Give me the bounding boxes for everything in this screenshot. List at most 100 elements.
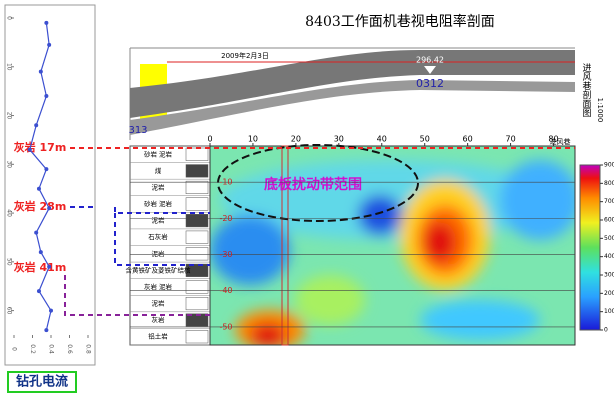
current-point <box>44 94 49 99</box>
strata-label: 石灰岩 <box>148 232 168 241</box>
strata-pattern <box>185 263 209 277</box>
depth-tick-label: -40 <box>219 286 232 295</box>
value-tick-label: 0.2 <box>29 344 36 354</box>
current-point <box>44 328 49 333</box>
current-point <box>44 167 49 172</box>
left-frame <box>4 4 96 366</box>
strata-label: 含黄铁矿及菱铁矿结核 <box>126 265 192 274</box>
strata-label: 煤 <box>155 166 162 175</box>
limestone-label: 灰岩 28m <box>14 199 67 213</box>
x-tick-label: 20 <box>291 135 301 144</box>
current-point <box>47 264 52 269</box>
depth-tick-label: -20 <box>219 214 232 223</box>
value-tick-label: 0.6 <box>66 344 73 354</box>
colorbar-tick-label: 500 <box>604 235 614 242</box>
value-tick-label: 0.4 <box>48 344 55 354</box>
band <box>130 80 575 135</box>
strata-pattern <box>185 164 209 178</box>
strata-pattern <box>185 247 209 261</box>
current-point <box>38 250 43 255</box>
depth-tick-label: -30 <box>219 250 232 259</box>
limestone-label: 灰岩 41m <box>14 260 67 274</box>
strata-label: 泥岩 <box>152 299 166 308</box>
depth-tick-label: 50 <box>6 258 13 266</box>
strata-pattern <box>185 230 209 244</box>
strata-label: 泥岩 <box>152 182 166 191</box>
x-tick-label: 40 <box>377 135 387 144</box>
depth-tick-label: 10 <box>6 63 13 71</box>
colorbar-tick-label: 400 <box>604 253 614 260</box>
value-tick-label: 0.8 <box>85 344 92 354</box>
x-tick-label: 70 <box>505 135 515 144</box>
x-tick-label: 0 <box>207 135 212 144</box>
depth-tick-label: 20 <box>6 112 13 120</box>
strata-label: 泥岩 <box>152 216 166 225</box>
current-point <box>27 147 32 152</box>
x-tick-label: 30 <box>334 135 344 144</box>
strata-pattern <box>185 280 209 294</box>
heatmap-frame <box>209 145 576 346</box>
marker-value: 296.42 <box>416 56 444 65</box>
colorbar <box>579 164 601 331</box>
side-title: 进风巷剖面图 <box>581 63 592 118</box>
strata-pattern <box>185 330 209 344</box>
marker-label: 0312 <box>416 77 444 90</box>
scale: 1:1000 <box>596 98 604 123</box>
marker <box>424 66 436 74</box>
colorbar-tick-label: 900 <box>604 162 614 169</box>
strata-label: 铝土岩 <box>148 332 168 341</box>
colorbar-tick-label: 0 <box>604 327 608 334</box>
left-label: 313 <box>128 125 147 136</box>
depth-tick-label: 30 <box>6 160 13 168</box>
left-title: 钻孔电流 <box>16 374 68 390</box>
title: 8403工作面机巷视电阻率剖面 <box>305 13 495 30</box>
current-point <box>36 289 41 294</box>
limestone-label: 灰岩 17m <box>14 140 67 154</box>
x-end-label: 进风巷 <box>550 138 571 146</box>
depth-tick-label: 40 <box>6 209 13 217</box>
current-point <box>47 42 52 47</box>
zone-label: 底板扰动带范围 <box>264 176 362 193</box>
strata-pattern <box>185 214 209 228</box>
strata-label: 砂岩 泥岩 <box>144 149 173 158</box>
left-title-box <box>7 371 77 393</box>
depth-tick-label: -10 <box>219 178 232 187</box>
depth-tick-label: 60 <box>6 307 13 315</box>
borehole <box>281 145 289 346</box>
current-point <box>49 308 53 313</box>
x-tick-label: 10 <box>248 135 258 144</box>
arrow-purple <box>64 275 210 316</box>
strata-pattern <box>185 197 209 211</box>
strata-label: 泥岩 <box>152 249 166 258</box>
current-point <box>34 123 39 128</box>
strata-pattern <box>185 180 209 195</box>
value-tick-label: 0 <box>11 347 18 351</box>
x-tick-label: 50 <box>420 135 430 144</box>
x-tick-label: 80 <box>548 135 558 144</box>
strata-pattern <box>185 313 209 327</box>
current-point <box>38 69 43 74</box>
current-point <box>47 206 52 211</box>
depth-tick-label: -50 <box>219 322 232 331</box>
strata-label: 砂岩 泥岩 <box>144 199 173 208</box>
date: 2009年2月3日 <box>221 51 269 60</box>
colorbar-tick-label: 600 <box>604 217 614 224</box>
depth-tick-label: 0 <box>6 16 13 20</box>
band <box>130 50 575 118</box>
strata-label: 灰岩 泥岩 <box>144 282 173 291</box>
x-tick-label: 60 <box>463 135 473 144</box>
colorbar-tick-label: 800 <box>604 180 614 187</box>
colorbar-tick-label: 200 <box>604 290 614 297</box>
current-point <box>34 230 39 235</box>
strata-pattern <box>185 297 209 311</box>
strata-pattern <box>185 147 209 161</box>
colorbar-tick-label: 300 <box>604 272 614 279</box>
colorbar-tick-label: 700 <box>604 198 614 205</box>
zone-outline <box>217 144 419 222</box>
colorbar-tick-label: 100 <box>604 308 614 315</box>
arrow-blue <box>70 206 210 214</box>
current-point <box>36 186 41 191</box>
current-point <box>44 20 49 25</box>
